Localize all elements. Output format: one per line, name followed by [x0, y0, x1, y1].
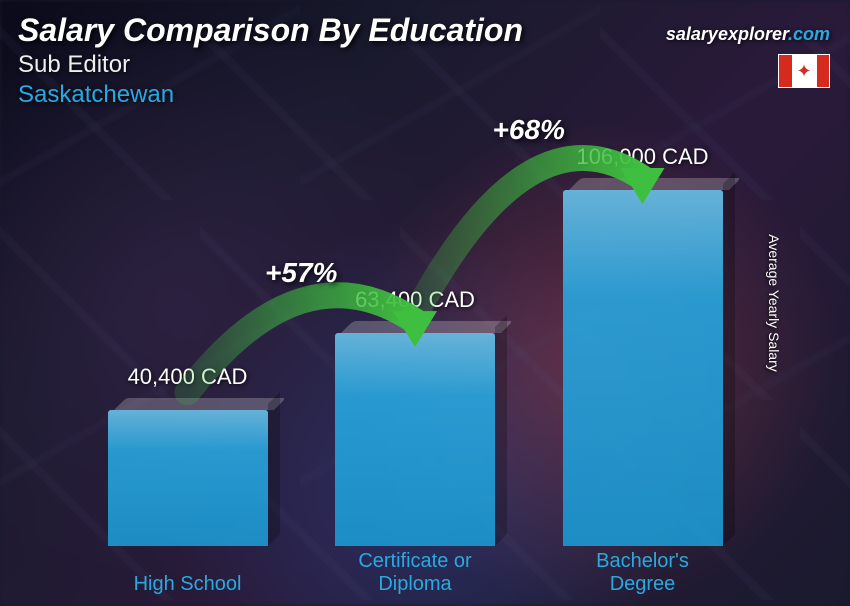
- country-flag-icon: ✦: [778, 54, 830, 88]
- watermark-brand: salaryexplorer: [666, 24, 788, 44]
- page-title: Salary Comparison By Education: [18, 12, 523, 49]
- job-title: Sub Editor: [18, 51, 523, 79]
- maple-leaf-icon: ✦: [796, 62, 811, 80]
- bar-chart: 40,400 CADHigh School63,400 CADCertifica…: [40, 130, 790, 546]
- watermark: salaryexplorer.com: [666, 24, 830, 45]
- region-label: Saskatchewan: [18, 81, 523, 109]
- category-label: High School: [88, 573, 288, 596]
- category-label: Bachelor's Degree: [543, 550, 743, 596]
- increase-arrow-icon: [40, 130, 790, 546]
- watermark-suffix: .com: [788, 24, 830, 44]
- header: Salary Comparison By Education Sub Edito…: [18, 12, 523, 109]
- percent-increase-label: +68%: [493, 114, 565, 146]
- category-label: Certificate or Diploma: [315, 550, 515, 596]
- infographic-container: Salary Comparison By Education Sub Edito…: [0, 0, 850, 606]
